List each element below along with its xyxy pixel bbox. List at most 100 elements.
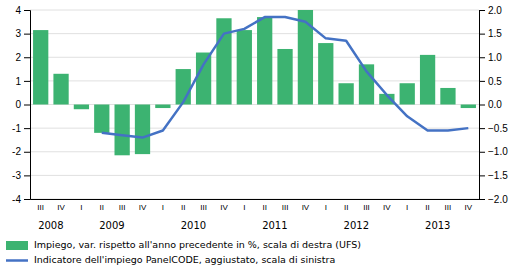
y-tick: 2 [15,52,30,63]
x-tick: II [100,199,104,212]
y2-tick-label: 1.5 [488,28,502,39]
y-tick-mark [24,175,30,176]
bar [338,83,353,104]
plot: IIIIVIIIIIIIVIIIIIIIVIIIIIIIVIIIIIIIVIII… [12,5,508,231]
x-tick-label: III [200,203,207,212]
x-tick: I [80,199,82,212]
x-axis: IIIIVIIIIIIIVIIIIIIIVIIIIIIIVIIIIIIIVIII… [31,199,480,212]
y-tick-mark [24,128,30,129]
y2-tick-mark [479,199,485,200]
x-tick: IV [220,199,228,212]
legend-label: Impiego, var. rispetto all'anno preceden… [34,239,361,250]
x-tick-label: II [100,203,104,212]
y2-tick-mark [479,34,485,35]
grid [30,10,479,199]
y-axis-line [24,11,31,200]
x-tick: III [363,199,370,212]
y-tick-mark [24,199,30,200]
x-tick: II [181,199,185,212]
bar [461,105,476,109]
annotations: 200820092010201120122013 [38,220,450,231]
bar [440,88,455,105]
bar [400,83,415,104]
grid-line [30,199,479,200]
chart-container: IIIIVIIIIIIIVIIIIIIIVIIIIIIIVIIIIIIIVIII… [0,0,515,279]
y-tick-label: 2 [15,52,21,63]
x-tick-label: III [119,203,126,212]
y-tick: 3 [15,28,30,39]
bar-series [33,10,476,155]
y-tick-label: -3 [12,170,21,181]
y-tick-label: 1 [15,76,21,87]
y-tick: 4 [15,5,30,16]
bar [53,74,68,105]
y2-tick: −1.0 [479,146,508,157]
grid-line [30,151,479,152]
year-label: 2013 [425,220,450,231]
x-tick-label: II [425,203,429,212]
x-axis-line [31,199,480,200]
year-label: 2011 [262,220,287,231]
y2-tick: −1.5 [479,170,508,181]
x-tick: IV [465,199,473,212]
x-tick-label: IV [465,203,473,212]
bar [176,69,191,104]
y2-tick-mark [479,57,485,58]
y2-tick-mark [479,105,485,106]
year-label: 2008 [38,220,63,231]
y2-tick-label: −0.5 [488,123,508,134]
bar [318,43,333,104]
bar [237,30,252,104]
x-tick: II [425,199,429,212]
legend-swatch [6,241,28,250]
x-tick-label: III [363,203,370,212]
y-tick: -2 [12,146,30,157]
y-tick: -1 [12,123,30,134]
x-tick-label: IV [302,203,310,212]
y2-tick: 1.5 [479,28,502,39]
y-tick: -3 [12,170,30,181]
x-tick-label: I [325,203,327,212]
y2-axis: −2.0−1.5−1.0−0.50.00.51.01.52.0 [479,5,508,205]
y-tick-mark [24,105,30,106]
grid-line [30,10,479,11]
bar [298,10,313,105]
bar [277,49,292,105]
y-tick-label: -1 [12,123,21,134]
x-tick-label: III [445,203,452,212]
grid-line [30,57,479,58]
bar [257,17,272,104]
y2-tick-mark [479,175,485,176]
x-tick-label: I [243,203,245,212]
x-tick-label: IV [220,203,228,212]
year-label: 2010 [181,220,206,231]
y-axis: -4-3-2-101234 [12,5,30,205]
x-tick: II [344,199,348,212]
x-tick-label: IV [57,203,65,212]
y2-tick-mark [479,10,485,11]
y2-tick: 1.0 [479,52,502,63]
y2-tick-label: 0.5 [488,76,502,87]
y2-axis-line [480,11,486,200]
y2-tick: 0.5 [479,76,502,87]
line [102,17,469,137]
x-tick: I [325,199,327,212]
y-tick-label: 3 [15,28,21,39]
x-tick: IV [383,199,391,212]
y-tick-mark [24,81,30,82]
x-tick-label: IV [383,203,391,212]
bar [115,105,130,156]
x-tick: IV [302,199,310,212]
y2-tick-label: −2.0 [488,194,508,205]
x-tick-label: IV [139,203,147,212]
y-tick-mark [24,152,30,153]
bar [94,105,109,133]
legend-item: Indicatore dell'impiego PanelCODE, aggiu… [6,254,335,265]
grid-line [30,175,479,176]
y2-tick: 2.0 [479,5,502,16]
legend-item: Impiego, var. rispetto all'anno preceden… [6,239,361,250]
bar [135,105,150,155]
x-tick: I [243,199,245,212]
y-tick: 0 [15,99,30,110]
x-tick-label: II [344,203,348,212]
